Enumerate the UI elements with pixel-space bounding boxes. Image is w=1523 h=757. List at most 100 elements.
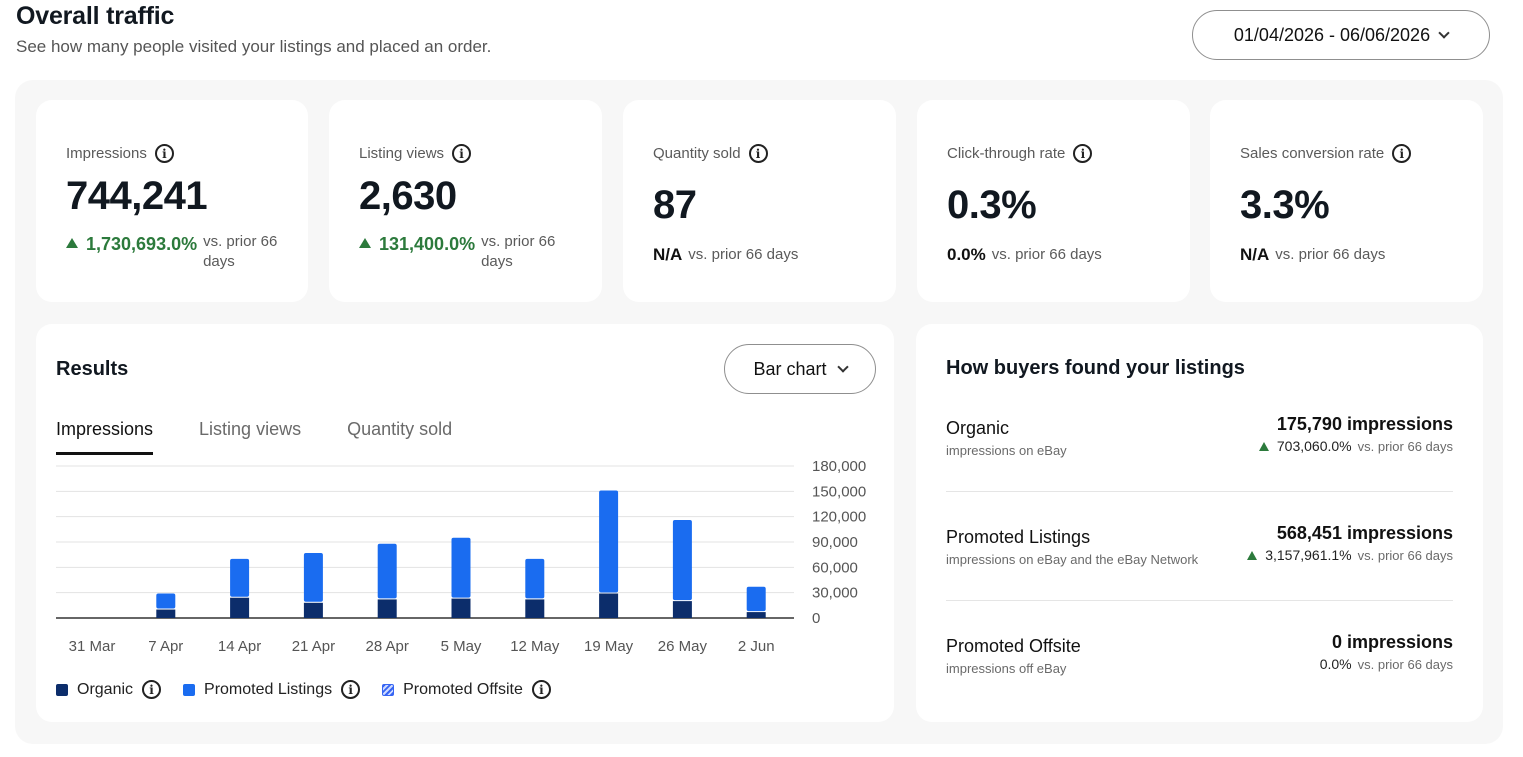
organic-bar	[377, 599, 397, 618]
kpi-label: Sales conversion rate i	[1240, 144, 1412, 163]
kpi-delta: N/A vs. prior 66 days	[1240, 245, 1385, 265]
x-tick-label: 7 Apr	[148, 638, 183, 655]
chart-legend: Organic i Promoted Listings i Promoted O…	[56, 680, 573, 699]
page-subtitle: See how many people visited your listing…	[16, 37, 492, 56]
up-arrow-icon	[1247, 550, 1258, 560]
organic-bar	[303, 602, 323, 618]
buyers-title: How buyers found your listings	[946, 357, 1245, 379]
x-tick-label: 31 Mar	[69, 638, 116, 655]
info-icon[interactable]: i	[531, 680, 551, 699]
kpi-delta-value: 131,400.0%	[379, 234, 476, 254]
kpi-delta-value: N/A	[653, 245, 683, 264]
promoted-offsite-swatch	[382, 683, 395, 696]
up-arrow-icon	[359, 238, 371, 248]
x-tick-label: 12 May	[510, 638, 560, 655]
kpi-value: 87	[653, 183, 697, 227]
promoted-listings-bar	[746, 586, 766, 612]
kpi-vs-text: vs. prior 66 days	[1275, 246, 1386, 263]
source-row-promoted-listings: Promoted Listings impressions on eBay an…	[946, 523, 1453, 567]
chevron-down-icon	[836, 361, 849, 373]
info-icon[interactable]: i	[341, 680, 361, 699]
organic-bar	[672, 601, 692, 618]
results-title: Results	[56, 358, 129, 380]
legend-label: Promoted Listings	[204, 680, 333, 698]
divider	[946, 491, 1453, 492]
y-tick-label: 30,000	[812, 585, 858, 602]
promoted-listings-bar	[599, 490, 619, 593]
source-impressions: 0 impressions	[1331, 632, 1453, 652]
y-tick-label: 60,000	[812, 559, 858, 576]
organic-bar	[746, 612, 766, 618]
impressions-bar-chart: 180,000 150,000 120,000 90,000 60,000 30,000 0…	[56, 458, 866, 655]
info-icon[interactable]: i	[1073, 144, 1093, 163]
info-icon[interactable]: i	[142, 680, 162, 699]
kpi-value: 2,630	[359, 174, 457, 218]
kpi-value: 744,241	[66, 174, 208, 218]
x-tick-label: 28 Apr	[366, 638, 409, 655]
promoted-listings-bar	[156, 593, 176, 609]
source-desc: impressions off eBay	[946, 661, 1067, 676]
date-range-dropdown[interactable]: 01/04/2026 - 06/06/2026	[1192, 10, 1490, 60]
x-tick-label: 21 Apr	[292, 638, 335, 655]
kpi-label: Click-through rate i	[947, 144, 1093, 163]
organic-bar	[525, 599, 545, 618]
promoted-listings-bar	[672, 520, 692, 601]
tab-listing-views[interactable]: Listing views	[199, 419, 302, 439]
divider	[946, 600, 1453, 601]
kpi-label: Impressions i	[66, 144, 174, 163]
source-desc: impressions on eBay	[946, 443, 1067, 458]
source-delta: 0.0% vs. prior 66 days	[1319, 656, 1453, 672]
source-delta: 703,060.0% vs. prior 66 days	[1258, 438, 1453, 454]
organic-swatch	[56, 683, 68, 696]
kpi-vs-text: vs. prior 66 days	[481, 233, 556, 270]
info-icon[interactable]: i	[452, 144, 472, 163]
tab-quantity-sold[interactable]: Quantity sold	[347, 419, 453, 439]
up-arrow-icon	[66, 238, 78, 248]
x-tick-label: 26 May	[658, 638, 708, 655]
source-impressions: 175,790 impressions	[1276, 414, 1453, 434]
y-tick-label: 90,000	[812, 534, 858, 551]
kpi-vs-text: vs. prior 66 days	[688, 246, 799, 263]
y-tick-label: 180,000	[812, 458, 866, 475]
tab-impressions[interactable]: Impressions	[56, 419, 154, 455]
y-tick-label: 0	[812, 610, 820, 627]
promoted-listings-bar	[377, 543, 397, 599]
legend-item-organic: Organic i	[56, 680, 162, 699]
info-icon[interactable]: i	[748, 144, 768, 163]
kpi-value: 3.3%	[1240, 183, 1330, 227]
y-tick-label: 120,000	[812, 509, 866, 526]
source-name: Promoted Offsite	[946, 636, 1081, 656]
kpi-delta: N/A vs. prior 66 days	[653, 245, 798, 265]
up-arrow-icon	[1258, 441, 1269, 451]
chart-type-dropdown[interactable]: Bar chart	[724, 344, 876, 394]
legend-item-promoted-listings: Promoted Listings i	[183, 680, 361, 699]
kpi-delta-value: 1,730,693.0%	[86, 234, 198, 254]
date-range-label: 01/04/2026 - 06/06/2026	[1233, 24, 1431, 45]
organic-bar	[156, 609, 176, 618]
source-impressions: 568,451 impressions	[1276, 523, 1453, 543]
kpi-delta-value: 0.0%	[947, 245, 986, 264]
legend-label: Promoted Offsite	[403, 680, 523, 698]
info-icon[interactable]: i	[154, 144, 174, 163]
kpi-card-quantity-sold: Quantity sold i 87 N/A vs. prior 66 days	[623, 100, 896, 302]
promoted-listings-swatch	[183, 683, 196, 696]
source-delta: 3,157,961.1% vs. prior 66 days	[1247, 547, 1453, 563]
source-row-promoted-offsite: Promoted Offsite impressions off eBay 0 …	[946, 632, 1453, 676]
chart-type-label: Bar chart	[753, 358, 827, 379]
source-desc: impressions on eBay and the eBay Network	[946, 552, 1199, 567]
promoted-listings-bar	[230, 558, 250, 597]
kpi-delta-value: N/A	[1240, 245, 1270, 264]
info-icon[interactable]: i	[1392, 144, 1412, 163]
kpi-card-sales-conversion-rate: Sales conversion rate i 3.3% N/A vs. pri…	[1210, 100, 1483, 302]
x-tick-label: 19 May	[584, 638, 634, 655]
source-name: Organic	[946, 418, 1010, 438]
organic-bar	[599, 593, 619, 618]
source-name: Promoted Listings	[946, 527, 1091, 547]
results-tabs: Impressions Listing views Quantity sold	[56, 419, 498, 455]
results-card: Results Bar chart Impressions Listing vi…	[36, 324, 894, 722]
promoted-listings-bar	[451, 537, 471, 598]
buyers-card: How buyers found your listings Organic i…	[916, 324, 1483, 722]
page-title: Overall traffic	[16, 2, 175, 30]
organic-bar	[230, 597, 250, 618]
kpi-card-impressions: Impressions i 744,241 1,730,693.0% vs. p…	[36, 100, 308, 302]
